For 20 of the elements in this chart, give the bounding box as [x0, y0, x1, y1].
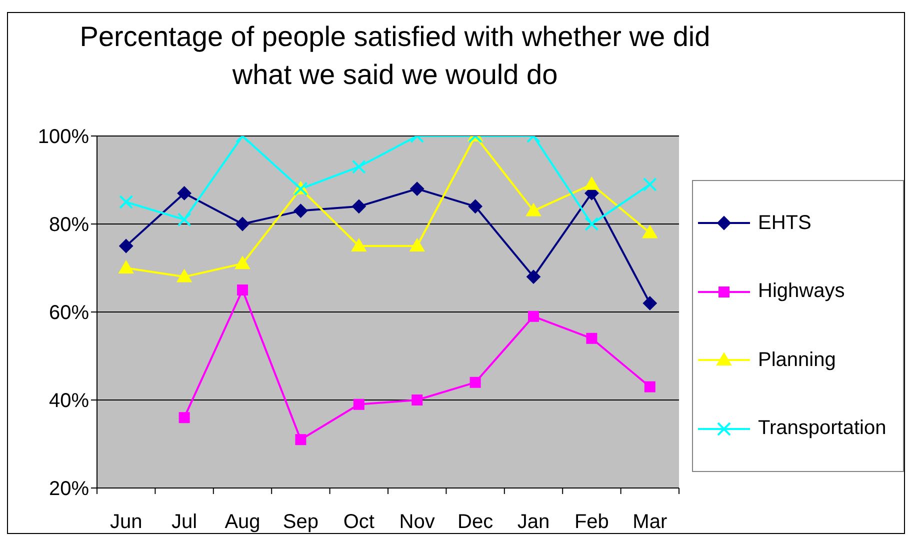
- legend-label: EHTS: [758, 212, 812, 235]
- x-tick-label: Oct: [343, 511, 375, 533]
- y-tick-label: 40%: [48, 390, 90, 412]
- legend-label: Planning: [758, 348, 836, 372]
- chart-title: Percentage of people satisfied with whether we did what we said we would do: [78, 20, 712, 92]
- y-tick-label: 100%: [38, 126, 90, 148]
- x-tick-label: Sep: [282, 511, 318, 533]
- y-tick-label: 20%: [48, 478, 90, 500]
- y-tick-label: 60%: [48, 302, 90, 324]
- x-tick-label: Jun: [110, 511, 142, 533]
- y-tick-label: 80%: [48, 214, 90, 236]
- x-tick-label: Mar: [632, 511, 668, 533]
- x-tick-label: Dec: [458, 511, 494, 533]
- x-tick-label: Jan: [517, 511, 550, 533]
- x-tick-label: Jul: [172, 511, 198, 533]
- legend-label: Transportation: [758, 417, 886, 440]
- x-tick-label: Aug: [224, 511, 260, 533]
- x-tick-label: Feb: [574, 511, 609, 533]
- x-tick-label: Nov: [399, 511, 435, 533]
- legend-label: Highways: [758, 280, 845, 304]
